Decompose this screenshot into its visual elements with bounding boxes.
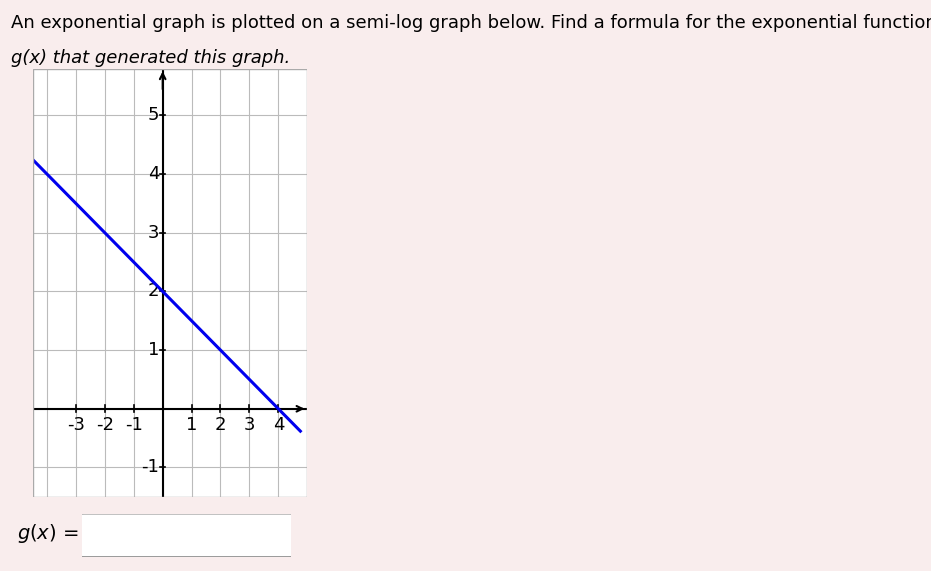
Text: 4: 4 bbox=[148, 165, 159, 183]
Text: An exponential graph is plotted on a semi-log graph below. Find a formula for th: An exponential graph is plotted on a sem… bbox=[11, 14, 931, 33]
Text: -1: -1 bbox=[142, 459, 159, 476]
Text: 1: 1 bbox=[148, 341, 159, 359]
Text: 1: 1 bbox=[186, 416, 197, 434]
Text: 2: 2 bbox=[215, 416, 226, 434]
Text: g(x) that generated this graph.: g(x) that generated this graph. bbox=[11, 49, 290, 67]
Text: $g(x)$ =: $g(x)$ = bbox=[17, 522, 78, 545]
Text: 5: 5 bbox=[148, 106, 159, 124]
FancyBboxPatch shape bbox=[74, 514, 300, 557]
Text: -3: -3 bbox=[67, 416, 85, 434]
Text: -1: -1 bbox=[125, 416, 142, 434]
Text: 2: 2 bbox=[148, 283, 159, 300]
Text: 3: 3 bbox=[244, 416, 255, 434]
Text: 4: 4 bbox=[273, 416, 284, 434]
Text: 3: 3 bbox=[148, 224, 159, 242]
Text: -2: -2 bbox=[96, 416, 114, 434]
